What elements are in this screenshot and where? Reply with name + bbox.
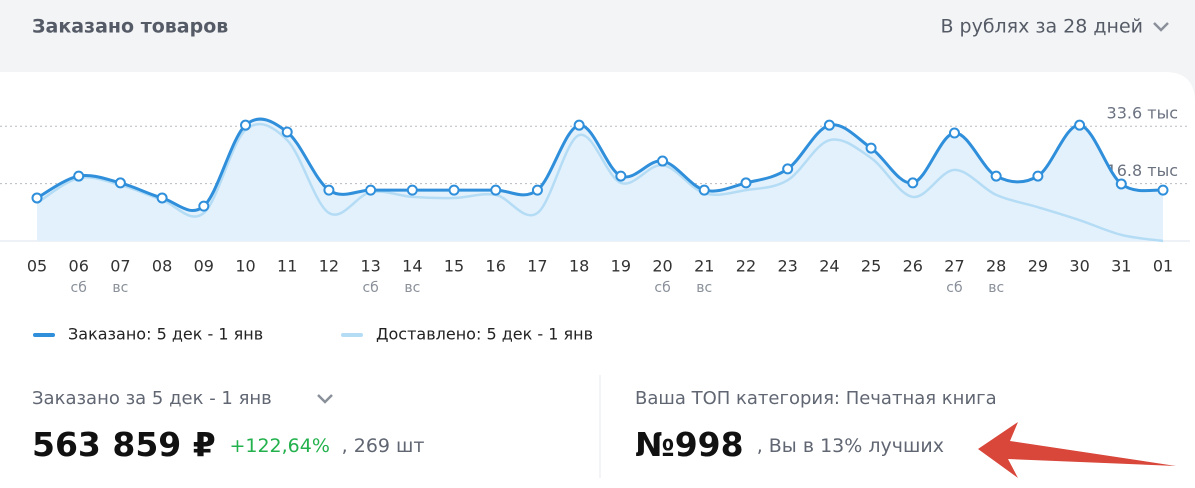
point xyxy=(1032,170,1044,182)
x-tick-label: 06 xyxy=(69,257,89,276)
point xyxy=(657,155,669,167)
point xyxy=(1157,184,1169,196)
area xyxy=(37,119,1163,241)
point xyxy=(573,119,585,131)
weekday-label: вс xyxy=(988,280,1004,296)
x-tick-label: 21 xyxy=(694,257,714,276)
x-tick-label: 13 xyxy=(360,257,380,276)
x-tick-label: 29 xyxy=(1028,257,1048,276)
chevron[interactable] xyxy=(1153,22,1169,32)
point xyxy=(281,126,293,138)
x-tick-label: 24 xyxy=(819,257,839,276)
x-tick-label: 17 xyxy=(527,257,547,276)
header-title: Заказано товаров xyxy=(32,16,228,38)
weekday-label: сб xyxy=(654,280,670,296)
y-tick-label: 33.6 тыс xyxy=(1107,104,1178,123)
ordered-amount: 563 859 ₽ xyxy=(32,425,216,464)
point xyxy=(531,184,543,196)
x-tick-label: 26 xyxy=(903,257,923,276)
x-tick-label: 14 xyxy=(402,257,422,276)
point xyxy=(406,184,418,196)
point xyxy=(365,184,377,196)
point xyxy=(490,184,502,196)
x-tick-label: 08 xyxy=(152,257,172,276)
point xyxy=(615,170,627,182)
point xyxy=(1074,119,1086,131)
x-tick-label: 22 xyxy=(736,257,756,276)
point xyxy=(1115,178,1127,190)
series-line xyxy=(36,122,1164,243)
x-tick-label: 16 xyxy=(486,257,506,276)
weekday-label: вс xyxy=(112,280,128,296)
ordered-count: , 269 шт xyxy=(342,435,425,457)
ordered-change: +122,64% xyxy=(229,435,329,457)
weekday-label: вс xyxy=(696,280,712,296)
x-tick-label: 30 xyxy=(1069,257,1089,276)
x-tick-label: 25 xyxy=(861,257,881,276)
point xyxy=(740,177,752,189)
chevron[interactable] xyxy=(317,394,333,404)
y-tick-label: 16.8 тыс xyxy=(1107,161,1178,180)
x-tick-label: 15 xyxy=(444,257,464,276)
x-tick-label: 05 xyxy=(27,257,47,276)
point xyxy=(114,177,126,189)
rank-note: , Вы в 13% лучших xyxy=(757,435,944,457)
point xyxy=(823,119,835,131)
point xyxy=(198,200,210,212)
ordered-label[interactable]: Заказано за 5 дек - 1 янв xyxy=(32,388,272,409)
rank: №998 xyxy=(635,425,744,464)
legend-label: Доставлено: 5 дек - 1 янв xyxy=(376,325,593,344)
point xyxy=(907,177,919,189)
weekday-label: вс xyxy=(404,280,420,296)
point xyxy=(240,119,252,131)
x-tick-label: 12 xyxy=(319,257,339,276)
x-tick-label: 28 xyxy=(986,257,1006,276)
point xyxy=(156,192,168,204)
point xyxy=(948,127,960,139)
x-tick-label: 19 xyxy=(611,257,631,276)
point xyxy=(865,142,877,154)
legend-label: Заказано: 5 дек - 1 янв xyxy=(68,325,263,344)
period-selector[interactable]: В рублях за 28 дней xyxy=(940,16,1143,38)
point xyxy=(448,184,460,196)
point xyxy=(782,163,794,175)
weekday-label: сб xyxy=(946,280,962,296)
x-tick-label: 07 xyxy=(110,257,130,276)
arrow xyxy=(978,422,1176,478)
point xyxy=(31,192,43,204)
x-tick-label: 27 xyxy=(944,257,964,276)
x-tick-label: 18 xyxy=(569,257,589,276)
weekday-label: сб xyxy=(71,280,87,296)
weekday-label: сб xyxy=(362,280,378,296)
top-category-line: №998 , Вы в 13% лучших xyxy=(635,425,944,464)
x-tick-label: 10 xyxy=(235,257,255,276)
point xyxy=(698,184,710,196)
point xyxy=(990,170,1002,182)
x-tick-label: 09 xyxy=(194,257,214,276)
x-tick-label: 01 xyxy=(1153,257,1173,276)
x-tick-label: 23 xyxy=(777,257,797,276)
series-line xyxy=(36,117,1164,213)
point xyxy=(73,170,85,182)
top-category-label: Ваша ТОП категория: Печатная книга xyxy=(635,388,997,409)
x-tick-label: 31 xyxy=(1111,257,1131,276)
x-tick-label: 20 xyxy=(652,257,672,276)
point xyxy=(323,184,335,196)
ordered-line: 563 859 ₽ +122,64% , 269 шт xyxy=(32,425,425,464)
chart: 16.8 тыс 33.6 тыс 05 06 сб 07 вс 08 09 10 11 12 13 сб… xyxy=(0,104,1190,344)
x-tick-label: 11 xyxy=(277,257,297,276)
